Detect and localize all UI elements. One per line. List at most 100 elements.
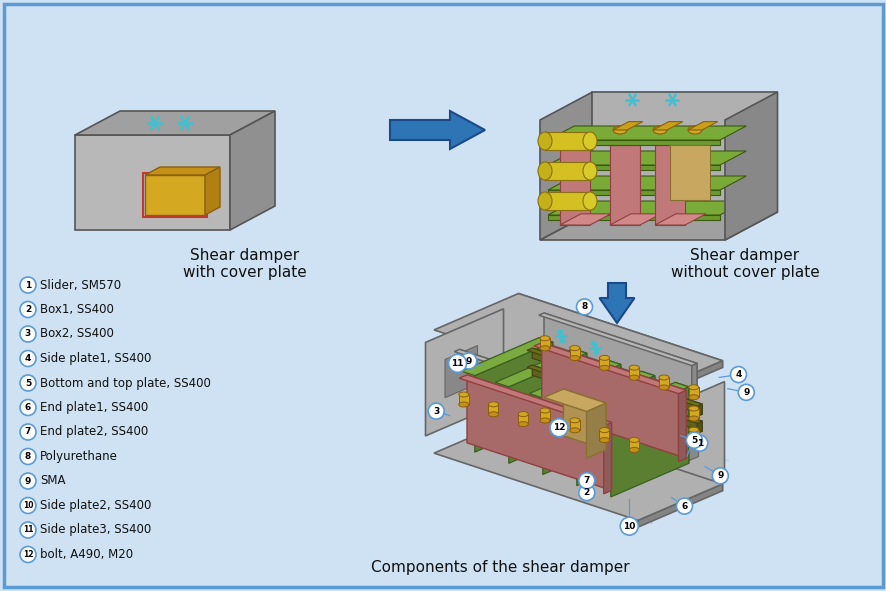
Ellipse shape bbox=[540, 346, 549, 350]
Polygon shape bbox=[563, 371, 654, 409]
Ellipse shape bbox=[517, 421, 528, 427]
Ellipse shape bbox=[569, 346, 579, 350]
Bar bbox=[688, 387, 698, 397]
Text: Box2, SS400: Box2, SS400 bbox=[40, 327, 113, 340]
Polygon shape bbox=[610, 140, 640, 225]
Circle shape bbox=[20, 350, 36, 366]
Text: 12: 12 bbox=[552, 423, 564, 432]
Polygon shape bbox=[529, 360, 620, 398]
Text: Polyurethane: Polyurethane bbox=[40, 450, 118, 463]
Polygon shape bbox=[678, 390, 686, 462]
Circle shape bbox=[460, 353, 476, 369]
Polygon shape bbox=[466, 375, 610, 491]
Polygon shape bbox=[459, 349, 612, 430]
Polygon shape bbox=[518, 417, 722, 491]
Polygon shape bbox=[474, 342, 552, 452]
Text: 9: 9 bbox=[465, 356, 471, 365]
Polygon shape bbox=[592, 92, 777, 212]
Polygon shape bbox=[542, 365, 620, 475]
Text: 10: 10 bbox=[23, 501, 33, 510]
Text: Shear damper
without cover plate: Shear damper without cover plate bbox=[670, 248, 819, 280]
Polygon shape bbox=[509, 353, 587, 463]
Polygon shape bbox=[544, 132, 589, 150]
Bar bbox=[628, 368, 639, 378]
Polygon shape bbox=[539, 337, 552, 418]
Ellipse shape bbox=[628, 437, 639, 443]
Text: 3: 3 bbox=[432, 407, 439, 415]
Circle shape bbox=[730, 366, 746, 382]
Text: End plate2, SS400: End plate2, SS400 bbox=[40, 426, 148, 439]
Polygon shape bbox=[544, 162, 589, 180]
Ellipse shape bbox=[688, 416, 698, 421]
Circle shape bbox=[686, 432, 702, 448]
Text: Components of the shear damper: Components of the shear damper bbox=[370, 560, 628, 575]
Circle shape bbox=[20, 301, 36, 317]
Polygon shape bbox=[532, 365, 702, 431]
Polygon shape bbox=[559, 140, 589, 225]
Text: 9: 9 bbox=[716, 471, 723, 480]
Ellipse shape bbox=[688, 437, 698, 442]
Bar bbox=[488, 404, 498, 414]
Polygon shape bbox=[612, 122, 642, 130]
Polygon shape bbox=[433, 294, 722, 397]
Text: End plate1, SS400: End plate1, SS400 bbox=[40, 401, 148, 414]
Polygon shape bbox=[610, 214, 660, 225]
Polygon shape bbox=[533, 343, 686, 394]
Polygon shape bbox=[548, 190, 719, 195]
Circle shape bbox=[20, 400, 36, 415]
Ellipse shape bbox=[538, 162, 551, 180]
Text: Shear damper
with cover plate: Shear damper with cover plate bbox=[183, 248, 307, 280]
Text: 11: 11 bbox=[451, 359, 463, 368]
Text: 6: 6 bbox=[25, 403, 31, 412]
Polygon shape bbox=[548, 140, 719, 145]
FancyArrow shape bbox=[599, 283, 633, 323]
Circle shape bbox=[20, 277, 36, 293]
Ellipse shape bbox=[538, 132, 551, 150]
Text: Side plate1, SS400: Side plate1, SS400 bbox=[40, 352, 152, 365]
Text: 9: 9 bbox=[742, 388, 749, 397]
Circle shape bbox=[20, 522, 36, 538]
Text: 12: 12 bbox=[23, 550, 33, 559]
Bar bbox=[143, 173, 206, 217]
Ellipse shape bbox=[688, 395, 698, 400]
Ellipse shape bbox=[458, 402, 468, 407]
Polygon shape bbox=[688, 122, 717, 130]
Circle shape bbox=[619, 517, 638, 535]
Text: 11: 11 bbox=[23, 525, 33, 534]
Polygon shape bbox=[144, 167, 220, 175]
Ellipse shape bbox=[599, 355, 609, 361]
Circle shape bbox=[711, 468, 727, 484]
Polygon shape bbox=[654, 140, 684, 225]
Polygon shape bbox=[563, 389, 605, 450]
Text: bolt, A490, M20: bolt, A490, M20 bbox=[40, 548, 133, 561]
Text: 7: 7 bbox=[25, 427, 31, 437]
Text: 8: 8 bbox=[25, 452, 31, 461]
Polygon shape bbox=[696, 404, 702, 417]
FancyArrow shape bbox=[390, 111, 485, 149]
Polygon shape bbox=[724, 92, 777, 240]
Polygon shape bbox=[637, 361, 722, 404]
Circle shape bbox=[20, 449, 36, 465]
Polygon shape bbox=[461, 337, 552, 376]
Polygon shape bbox=[548, 176, 745, 190]
Polygon shape bbox=[540, 92, 592, 240]
Text: 1: 1 bbox=[25, 281, 31, 290]
Bar bbox=[658, 378, 668, 388]
Ellipse shape bbox=[569, 356, 579, 361]
Ellipse shape bbox=[517, 411, 528, 417]
Polygon shape bbox=[641, 371, 654, 452]
Polygon shape bbox=[75, 135, 229, 230]
Polygon shape bbox=[433, 417, 722, 520]
Polygon shape bbox=[205, 167, 220, 215]
Bar bbox=[569, 420, 579, 430]
Ellipse shape bbox=[658, 375, 668, 380]
Ellipse shape bbox=[599, 365, 609, 371]
Polygon shape bbox=[646, 382, 724, 509]
Ellipse shape bbox=[582, 162, 596, 180]
Circle shape bbox=[20, 326, 36, 342]
Polygon shape bbox=[691, 363, 696, 395]
Polygon shape bbox=[637, 484, 722, 527]
Ellipse shape bbox=[688, 406, 698, 411]
Ellipse shape bbox=[628, 365, 639, 370]
Polygon shape bbox=[607, 400, 612, 432]
